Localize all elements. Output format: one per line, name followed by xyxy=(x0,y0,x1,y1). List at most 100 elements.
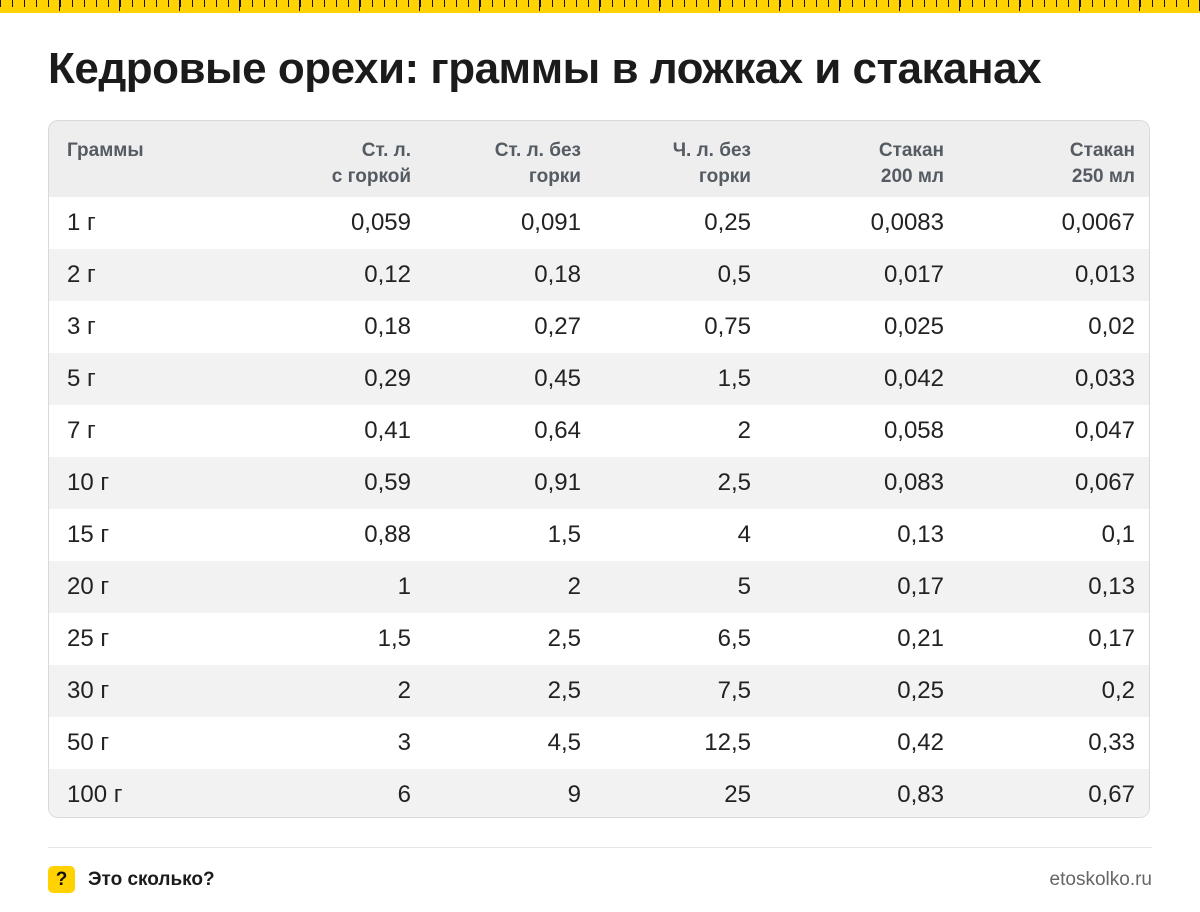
value-cell: 3 xyxy=(397,729,411,756)
ruler-major-ticks xyxy=(0,0,1200,11)
value-cell: 2 xyxy=(567,573,581,600)
value-cell: 25 xyxy=(724,781,751,808)
grams-cell: 5 г xyxy=(67,365,96,392)
grams-cell: 30 г xyxy=(67,677,110,704)
question-mark-icon: ? xyxy=(48,866,75,893)
value-cell: 2,5 xyxy=(547,625,581,652)
value-cell: 0,33 xyxy=(1088,729,1135,756)
value-cell: 1,5 xyxy=(377,625,411,652)
value-cell: 0,59 xyxy=(364,469,411,496)
conversion-table-container: Граммы Ст. л. с горкой Ст. л. без горки Ч. л.… xyxy=(48,120,1150,818)
column-header-line: с горкой xyxy=(331,166,411,187)
value-cell: 0,0083 xyxy=(870,209,944,236)
column-header-line: Ст. л. без xyxy=(494,140,581,161)
column-header-line: Стакан xyxy=(1069,140,1135,161)
table-header: Граммы Ст. л. с горкой Ст. л. без горки Ч. л.… xyxy=(49,121,1149,197)
value-cell: 0,64 xyxy=(534,417,581,444)
column-header-line: Ст. л. xyxy=(361,140,411,161)
column-header: Ч. л. без горки xyxy=(597,121,767,197)
column-header-line: Ч. л. без xyxy=(672,140,751,161)
table-row: 1 г 0,059 0,091 0,25 0,0083 0,0067 xyxy=(49,197,1149,249)
table-row: 2 г 0,12 0,18 0,5 0,017 0,013 xyxy=(49,249,1149,301)
table-row: 20 г 1 2 5 0,17 0,13 xyxy=(49,561,1149,613)
value-cell: 0,013 xyxy=(1074,261,1135,288)
grams-cell: 100 г xyxy=(67,781,123,808)
value-cell: 0,059 xyxy=(350,209,411,236)
table-row: 10 г 0,59 0,91 2,5 0,083 0,067 xyxy=(49,457,1149,509)
value-cell: 0,42 xyxy=(897,729,944,756)
value-cell: 0,75 xyxy=(704,313,751,340)
table-row: 7 г 0,41 0,64 2 0,058 0,047 xyxy=(49,405,1149,457)
table-body: 1 г 0,059 0,091 0,25 0,0083 0,0067 2 г 0,12 0,18… xyxy=(49,197,1149,817)
value-cell: 0,058 xyxy=(883,417,944,444)
value-cell: 0,17 xyxy=(897,573,944,600)
grams-cell: 7 г xyxy=(67,417,96,444)
grams-cell: 20 г xyxy=(67,573,110,600)
value-cell: 0,17 xyxy=(1088,625,1135,652)
table-row: 5 г 0,29 0,45 1,5 0,042 0,033 xyxy=(49,353,1149,405)
value-cell: 2 xyxy=(397,677,411,704)
value-cell: 0,83 xyxy=(897,781,944,808)
table-row: 25 г 1,5 2,5 6,5 0,21 0,17 xyxy=(49,613,1149,665)
value-cell: 0,41 xyxy=(364,417,411,444)
value-cell: 0,18 xyxy=(534,261,581,288)
value-cell: 2 xyxy=(737,417,751,444)
value-cell: 6 xyxy=(397,781,411,808)
column-header: Стакан 250 мл xyxy=(960,121,1149,197)
value-cell: 0,5 xyxy=(717,261,751,288)
value-cell: 1,5 xyxy=(547,521,581,548)
value-cell: 0,45 xyxy=(534,365,581,392)
value-cell: 0,13 xyxy=(1088,573,1135,600)
footer-divider xyxy=(48,847,1152,848)
value-cell: 0,12 xyxy=(364,261,411,288)
value-cell: 1 xyxy=(397,573,411,600)
value-cell: 0,1 xyxy=(1101,521,1135,548)
value-cell: 0,033 xyxy=(1074,365,1135,392)
value-cell: 4,5 xyxy=(547,729,581,756)
column-header-line: 200 мл xyxy=(880,166,944,187)
value-cell: 0,88 xyxy=(364,521,411,548)
column-header: Граммы xyxy=(49,121,249,197)
value-cell: 1,5 xyxy=(717,365,751,392)
value-cell: 5 xyxy=(737,573,751,600)
value-cell: 0,27 xyxy=(534,313,581,340)
column-header-line: горки xyxy=(528,166,581,187)
value-cell: 0,29 xyxy=(364,365,411,392)
table-row: 3 г 0,18 0,27 0,75 0,025 0,02 xyxy=(49,301,1149,353)
value-cell: 0,25 xyxy=(704,209,751,236)
table-row: 15 г 0,88 1,5 4 0,13 0,1 xyxy=(49,509,1149,561)
grams-cell: 3 г xyxy=(67,313,96,340)
header-row: Граммы Ст. л. с горкой Ст. л. без горки Ч. л.… xyxy=(49,121,1149,197)
column-header: Ст. л. с горкой xyxy=(249,121,427,197)
column-header-line: Граммы xyxy=(67,140,144,161)
table-row: 50 г 3 4,5 12,5 0,42 0,33 xyxy=(49,717,1149,769)
conversion-table: Граммы Ст. л. с горкой Ст. л. без горки Ч. л.… xyxy=(49,121,1149,817)
value-cell: 0,91 xyxy=(534,469,581,496)
value-cell: 0,047 xyxy=(1074,417,1135,444)
value-cell: 0,25 xyxy=(897,677,944,704)
grams-cell: 25 г xyxy=(67,625,110,652)
value-cell: 0,67 xyxy=(1088,781,1135,808)
value-cell: 0,091 xyxy=(520,209,581,236)
value-cell: 0,2 xyxy=(1101,677,1135,704)
table-row: 30 г 2 2,5 7,5 0,25 0,2 xyxy=(49,665,1149,717)
value-cell: 0,042 xyxy=(883,365,944,392)
column-header-line: горки xyxy=(698,166,751,187)
column-header: Стакан 200 мл xyxy=(767,121,960,197)
table-row: 100 г 6 9 25 0,83 0,67 xyxy=(49,769,1149,817)
value-cell: 4 xyxy=(737,521,751,548)
grams-cell: 15 г xyxy=(67,521,110,548)
value-cell: 0,02 xyxy=(1088,313,1135,340)
column-header-line: 250 мл xyxy=(1071,166,1135,187)
ruler-strip xyxy=(0,0,1200,13)
brand-name: Это сколько? xyxy=(88,868,215,890)
site-url: etoskolko.ru xyxy=(1049,869,1152,890)
value-cell: 7,5 xyxy=(717,677,751,704)
value-cell: 2,5 xyxy=(717,469,751,496)
grams-cell: 50 г xyxy=(67,729,110,756)
value-cell: 6,5 xyxy=(717,625,751,652)
grams-cell: 1 г xyxy=(67,209,96,236)
value-cell: 2,5 xyxy=(547,677,581,704)
footer-brand: ? Это сколько? xyxy=(48,866,215,893)
grams-cell: 10 г xyxy=(67,469,110,496)
